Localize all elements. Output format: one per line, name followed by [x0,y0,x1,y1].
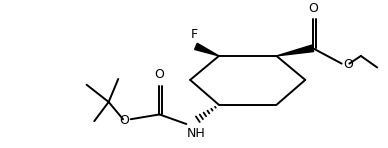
Polygon shape [277,45,314,56]
Polygon shape [195,43,219,56]
Text: O: O [119,114,129,127]
Text: O: O [154,68,165,81]
Text: O: O [308,2,318,15]
Text: NH: NH [187,127,205,140]
Text: O: O [344,58,353,71]
Text: F: F [191,28,197,41]
